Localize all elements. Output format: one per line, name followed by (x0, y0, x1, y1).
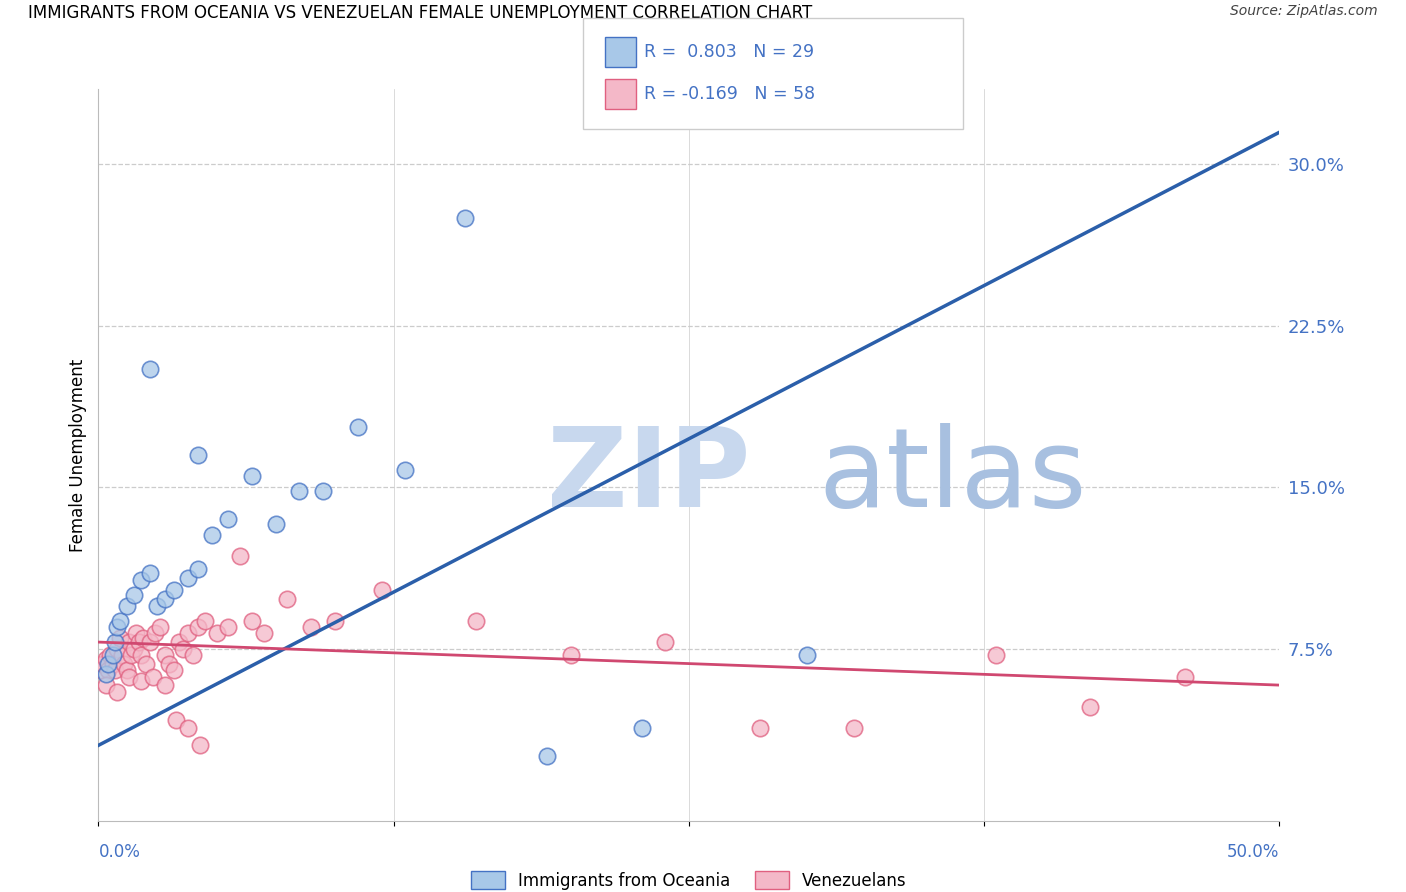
Point (229, 549, 252, 563)
Point (394, 463, 416, 477)
Y-axis label: Female Unemployment: Female Unemployment (69, 359, 87, 551)
Point (139, 566, 162, 581)
Text: IMMIGRANTS FROM OCEANIA VS VENEZUELAN FEMALE UNEMPLOYMENT CORRELATION CHART: IMMIGRANTS FROM OCEANIA VS VENEZUELAN FE… (28, 4, 813, 22)
Point (205, 626, 228, 640)
Point (94, 652, 117, 666)
Point (153, 592, 176, 607)
Point (132, 631, 155, 645)
Point (299, 620, 322, 634)
Point (630, 721, 652, 735)
Text: Source: ZipAtlas.com: Source: ZipAtlas.com (1230, 4, 1378, 19)
Point (108, 631, 131, 645)
Text: ZIP: ZIP (547, 424, 751, 531)
Point (115, 663, 138, 677)
Point (465, 614, 488, 628)
Point (371, 583, 394, 598)
Point (97, 663, 120, 677)
Point (181, 648, 204, 662)
Text: R = -0.169   N = 58: R = -0.169 N = 58 (644, 85, 815, 103)
Point (129, 648, 152, 662)
Point (217, 620, 239, 634)
Point (165, 713, 187, 727)
Point (240, 614, 263, 628)
Point (187, 620, 209, 634)
Point (101, 648, 124, 662)
Point (111, 648, 134, 662)
Point (288, 484, 311, 499)
Point (536, 749, 558, 764)
Point (125, 626, 148, 640)
Point (240, 469, 263, 483)
Point (101, 657, 124, 671)
Point (105, 684, 128, 698)
Point (264, 516, 287, 531)
Point (104, 663, 127, 677)
Point (453, 211, 475, 226)
Legend: Immigrants from Oceania, Venezuelans: Immigrants from Oceania, Venezuelans (464, 864, 914, 892)
Point (844, 721, 866, 735)
Point (98, 648, 121, 662)
Text: atlas: atlas (818, 424, 1087, 531)
Point (188, 739, 211, 753)
Point (128, 635, 150, 649)
Point (748, 721, 770, 735)
Point (163, 583, 186, 598)
Point (94, 678, 117, 692)
Point (796, 648, 818, 662)
Point (347, 420, 370, 434)
Point (121, 648, 143, 662)
Point (115, 599, 138, 613)
Point (97, 657, 120, 671)
Point (94, 667, 117, 681)
Point (276, 592, 298, 607)
Point (312, 484, 335, 499)
Point (122, 588, 145, 602)
Point (153, 648, 176, 662)
Point (90, 663, 112, 677)
Point (112, 657, 135, 671)
Point (984, 648, 1007, 662)
Text: R =  0.803   N = 29: R = 0.803 N = 29 (644, 43, 814, 61)
Point (187, 448, 209, 462)
Point (129, 573, 152, 587)
Point (105, 641, 128, 656)
Point (118, 669, 141, 683)
Point (167, 635, 190, 649)
Point (177, 721, 200, 735)
Point (139, 635, 162, 649)
Point (1174, 669, 1197, 683)
Point (149, 620, 172, 634)
Point (172, 641, 194, 656)
Point (177, 570, 200, 584)
Point (194, 614, 217, 628)
Point (560, 648, 582, 662)
Point (323, 614, 346, 628)
Point (654, 635, 676, 649)
Point (253, 626, 276, 640)
Point (122, 641, 145, 656)
Text: 50.0%: 50.0% (1227, 843, 1279, 861)
Point (143, 626, 166, 640)
Point (177, 626, 200, 640)
Point (157, 657, 180, 671)
Point (108, 614, 131, 628)
Point (201, 527, 224, 541)
Point (139, 362, 162, 376)
Point (187, 562, 209, 576)
Point (153, 678, 176, 692)
Point (142, 669, 165, 683)
Point (163, 663, 186, 677)
Point (217, 512, 239, 526)
Point (129, 673, 152, 688)
Point (118, 635, 141, 649)
Point (1080, 699, 1102, 714)
Point (104, 635, 127, 649)
Text: 0.0%: 0.0% (98, 843, 141, 861)
Point (105, 620, 128, 634)
Point (135, 657, 157, 671)
Point (91, 657, 114, 671)
Point (146, 599, 169, 613)
